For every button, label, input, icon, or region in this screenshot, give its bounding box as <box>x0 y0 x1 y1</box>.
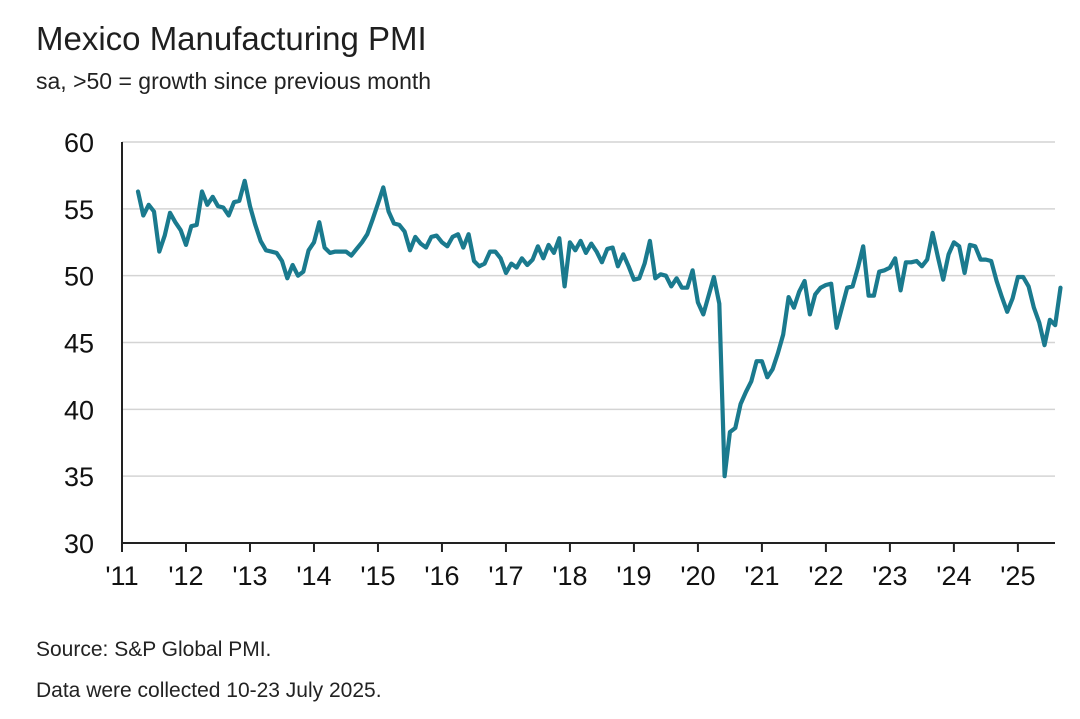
chart-subtitle: sa, >50 = growth since previous month <box>36 68 432 94</box>
x-tick-label: '14 <box>296 561 331 591</box>
y-tick-label: 35 <box>64 462 94 492</box>
x-tick-label: '11 <box>105 561 138 591</box>
x-tick-label: '20 <box>680 561 715 591</box>
x-tick-label: '24 <box>936 561 971 591</box>
y-tick-label: 30 <box>64 529 94 559</box>
x-tick-label: '15 <box>360 561 395 591</box>
y-tick-label: 60 <box>64 128 94 158</box>
y-tick-label: 55 <box>64 195 94 225</box>
x-tick-label: '19 <box>616 561 651 591</box>
y-tick-label: 45 <box>64 329 94 359</box>
x-tick-label: '22 <box>808 561 843 591</box>
series-line-0 <box>135 178 1063 479</box>
y-tick-label: 50 <box>64 262 94 292</box>
x-tick-label: '21 <box>744 561 779 591</box>
chart-title: Mexico Manufacturing PMI <box>36 20 427 57</box>
gridlines <box>122 141 1055 477</box>
source-note: Source: S&P Global PMI. <box>36 638 272 661</box>
series-layer <box>135 178 1063 479</box>
x-tick-label: '16 <box>424 561 459 591</box>
tick-labels: 30 35 40 45 50 55 60 '11 '12 '13 '14 '15 '16 '17 '18 '1… <box>64 128 1036 591</box>
x-tick-label: '17 <box>488 561 523 591</box>
axes <box>121 142 1055 552</box>
x-tick-label: '25 <box>1000 561 1035 591</box>
x-tick-label: '12 <box>168 561 203 591</box>
x-tick-label: '23 <box>872 561 907 591</box>
x-tick-label: '18 <box>552 561 587 591</box>
collection-note: Data were collected 10-23 July 2025. <box>36 679 382 702</box>
y-tick-label: 40 <box>64 395 94 425</box>
x-tick-label: '13 <box>232 561 267 591</box>
